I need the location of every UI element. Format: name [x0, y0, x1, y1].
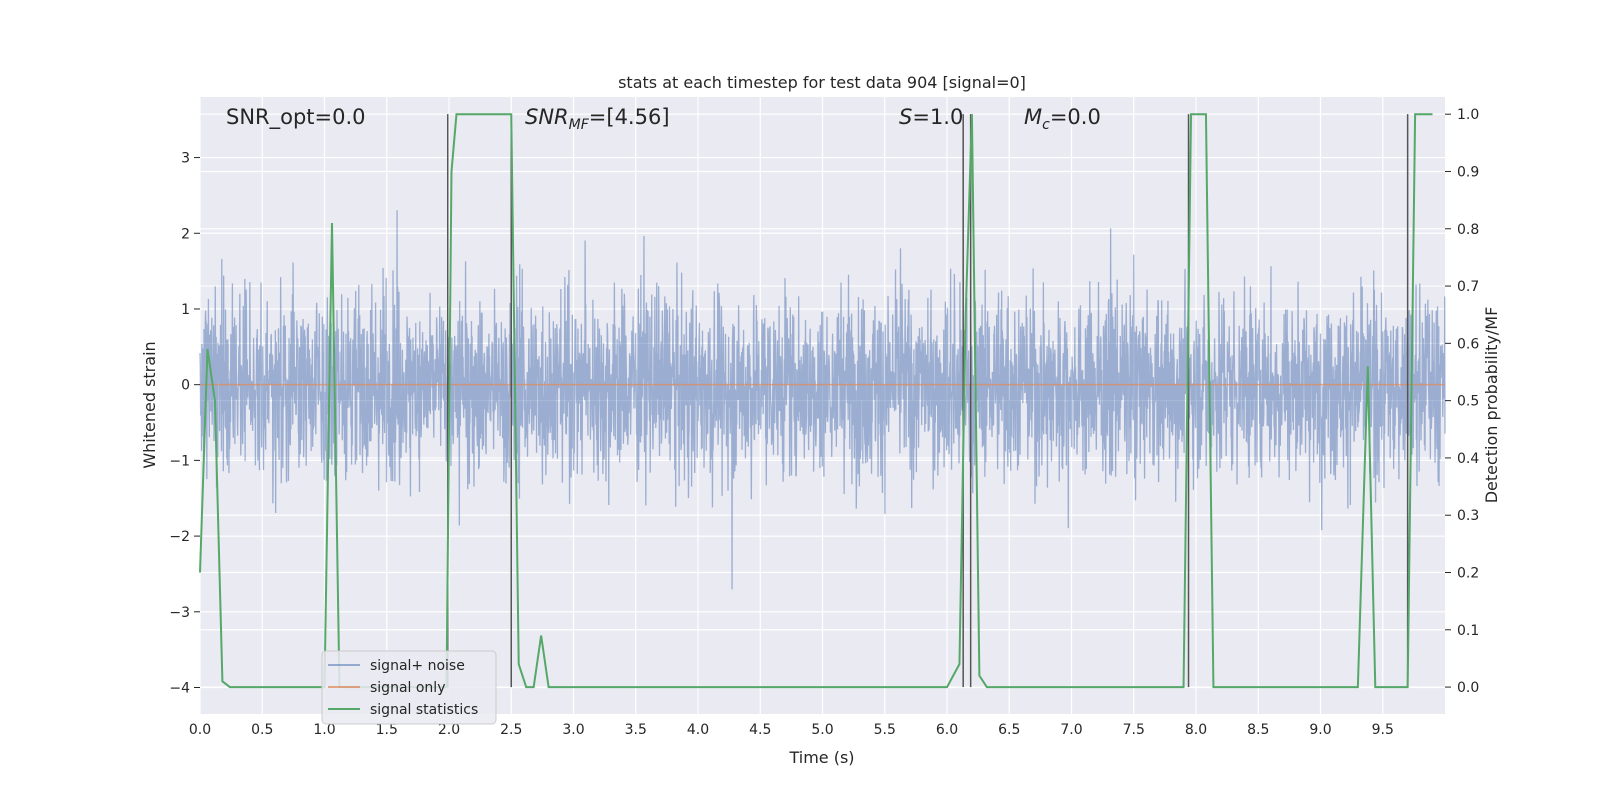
legend-label-stats: signal statistics	[370, 702, 478, 718]
x-tick-label: 0.5	[251, 722, 273, 738]
s-var: S	[899, 105, 912, 129]
x-tick-label: 4.0	[687, 722, 709, 738]
x-tick-label: 2.5	[500, 722, 522, 738]
y-right-tick-label: 0.5	[1457, 394, 1479, 410]
x-axis-label: Time (s)	[788, 748, 854, 767]
y-tick-label: −1	[169, 453, 190, 469]
snr-mf-sub: MF	[569, 117, 590, 133]
x-tick-label: 3.0	[562, 722, 584, 738]
snr-mf-val: =[4.56]	[589, 105, 670, 129]
x-tick-label: 2.0	[438, 722, 460, 738]
y-tick-label: 3	[181, 151, 190, 167]
y-right-tick-label: 1.0	[1457, 107, 1479, 123]
y-right-tick-label: 0.2	[1457, 565, 1479, 581]
y-right-tick-label: 0.4	[1457, 451, 1479, 467]
y-tick-label: 1	[181, 302, 190, 318]
noise-series	[199, 210, 1446, 590]
x-tick-label: 1.5	[376, 722, 398, 738]
y-right-tick-label: 0.0	[1457, 680, 1479, 696]
s-val: =1.0	[912, 105, 963, 129]
mc-var: M	[1024, 105, 1042, 129]
y-tick-label: −3	[169, 605, 190, 621]
mc-annotation: Mc=0.0	[1024, 105, 1101, 133]
y-right-tick-label: 0.8	[1457, 222, 1479, 238]
x-tick-label: 7.0	[1060, 722, 1082, 738]
x-tick-label: 1.0	[313, 722, 335, 738]
y-tick-label: 2	[181, 226, 190, 242]
x-tick-label: 6.0	[936, 722, 958, 738]
x-tick-label: 3.5	[625, 722, 647, 738]
chart-title: stats at each timestep for test data 904…	[618, 73, 1026, 92]
legend-label-noise: signal+ noise	[370, 658, 465, 674]
x-tick-label: 8.5	[1247, 722, 1269, 738]
y-tick-label: −2	[169, 529, 190, 545]
legend: signal+ noise signal only signal statist…	[321, 650, 497, 725]
y-axis-label-right: Detection probability/MF	[1482, 307, 1501, 504]
mc-sub: c	[1042, 117, 1050, 133]
y-right-tick-label: 0.1	[1457, 623, 1479, 639]
snr-mf-var: SNR	[525, 105, 569, 129]
y-tick-label: 0	[181, 378, 190, 394]
y-axis-label: Whitened strain	[140, 341, 159, 468]
snr-opt-annotation: SNR_opt=0.0	[226, 105, 366, 130]
x-tick-label: 6.5	[998, 722, 1020, 738]
y-right-tick-label: 0.7	[1457, 279, 1479, 295]
x-tick-label: 9.5	[1372, 722, 1394, 738]
noise-line	[199, 210, 1446, 590]
y-right-tick-label: 0.3	[1457, 508, 1479, 524]
s-annotation: S=1.0	[899, 105, 963, 129]
x-tick-label: 9.0	[1309, 722, 1331, 738]
y-right-tick-label: 0.6	[1457, 336, 1479, 352]
x-tick-label: 7.5	[1123, 722, 1145, 738]
snr-mf-annotation: SNRMF=[4.56]	[525, 105, 670, 133]
legend-label-signal: signal only	[370, 680, 445, 696]
ticks: 0.0 0.5 1.0 1.5 2.0 2.5 3.0 3.5 4.0 4.5 5.0 5.5 6.0 6…	[169, 107, 1479, 738]
x-tick-label: 5.0	[811, 722, 833, 738]
x-tick-label: 8.0	[1185, 722, 1207, 738]
x-tick-label: 5.5	[874, 722, 896, 738]
x-tick-label: 0.0	[189, 722, 211, 738]
y-tick-label: −4	[169, 681, 190, 697]
y-right-tick-label: 0.9	[1457, 164, 1479, 180]
x-tick-label: 4.5	[749, 722, 771, 738]
mc-val: =0.0	[1050, 105, 1101, 129]
legend-box	[321, 650, 497, 725]
